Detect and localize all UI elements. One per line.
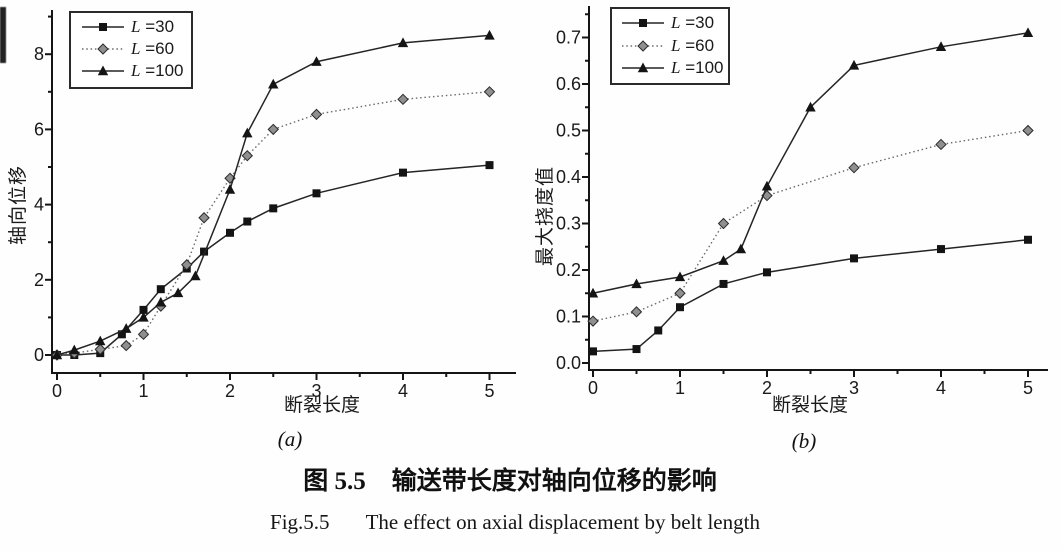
- svg-text:2: 2: [762, 378, 772, 398]
- svg-text:4: 4: [936, 378, 946, 398]
- svg-text:3: 3: [849, 378, 859, 398]
- svg-text:0.2: 0.2: [556, 260, 581, 280]
- chart-a-ylabel: 轴向位移: [7, 165, 29, 245]
- svg-text:0.6: 0.6: [556, 74, 581, 94]
- chart-a: 0 2 4 6 8 0 1 2 3 4 5 断裂长度 轴向位移 L =30 L =60 L =100: [7, 10, 516, 416]
- svg-text:4: 4: [398, 381, 408, 401]
- scan-artifact-mark: [0, 7, 6, 63]
- svg-text:0.3: 0.3: [556, 214, 581, 234]
- svg-text:4: 4: [34, 195, 44, 215]
- chart-a-legend-label-2: L =100: [130, 61, 183, 80]
- svg-text:0: 0: [34, 345, 44, 365]
- subfigure-label-b: (b): [791, 429, 817, 453]
- figure-title-en: The effect on axial displacement by belt…: [365, 510, 760, 534]
- chart-b-ylabel: 最大挠度值: [534, 166, 556, 266]
- chart-a-tick-labels: 0 2 4 6 8 0 1 2 3 4 5: [34, 44, 495, 401]
- figure-title-zh: 输送带长度对轴向位移的影响: [391, 468, 717, 495]
- chart-b-series-l30: [589, 235, 1032, 356]
- chart-b-legend-label-1: L =60: [670, 36, 714, 55]
- svg-text:2: 2: [34, 270, 44, 290]
- chart-b-legend: L =30 L =60 L =100: [610, 7, 730, 85]
- chart-b-legend-entry-2: L =100: [622, 58, 723, 77]
- svg-text:5: 5: [484, 381, 494, 401]
- svg-text:0.4: 0.4: [556, 167, 581, 187]
- chart-b-series-l100: [587, 27, 1034, 298]
- svg-text:2: 2: [225, 381, 235, 401]
- svg-text:3: 3: [311, 381, 321, 401]
- chart-b-legend-label-2: L =100: [670, 58, 723, 77]
- chart-a-legend-entry-1: L =60: [82, 39, 174, 58]
- chart-a-legend-entry-2: L =100: [82, 61, 183, 80]
- svg-text:0.0: 0.0: [556, 353, 581, 373]
- chart-b-legend-entry-1: L =60: [622, 36, 714, 55]
- svg-text:0: 0: [52, 381, 62, 401]
- chart-a-series-l100: [51, 29, 495, 360]
- chart-a-legend-label-0: L =30: [130, 17, 174, 36]
- svg-text:0.1: 0.1: [556, 307, 581, 327]
- chart-a-legend-entry-0: L =30: [82, 17, 174, 36]
- chart-b-axes: [582, 6, 1048, 377]
- figure-caption-zh: 图 5.5 输送带长度对轴向位移的影响: [0, 461, 1020, 497]
- svg-text:0.5: 0.5: [556, 121, 581, 141]
- chart-b-xlabel: 断裂长度: [772, 394, 848, 416]
- svg-text:0.7: 0.7: [556, 28, 581, 48]
- chart-a-xlabel: 断裂长度: [284, 394, 360, 416]
- chart-b-legend-label-0: L =30: [670, 13, 714, 32]
- svg-text:5: 5: [1023, 378, 1033, 398]
- svg-text:1: 1: [675, 378, 685, 398]
- chart-a-legend-label-1: L =60: [130, 39, 174, 58]
- chart-a-series-l30: [53, 161, 494, 359]
- chart-b-series-l60: [587, 124, 1034, 327]
- subfigure-label-a: (a): [277, 427, 303, 451]
- chart-a-series-l60: [51, 86, 496, 361]
- svg-text:8: 8: [34, 44, 44, 64]
- chart-b-legend-entry-0: L =30: [622, 13, 714, 32]
- chart-b-tick-labels: 0.0 0.1 0.2 0.3 0.4 0.5 0.6 0.7 0 1 2 3 4 5: [556, 28, 1033, 399]
- svg-text:0: 0: [588, 378, 598, 398]
- figure-number-zh: 图 5.5: [303, 468, 366, 495]
- chart-a-axes: [45, 10, 516, 380]
- figure-caption-en: Fig.5.5 The effect on axial displacement …: [0, 510, 1030, 535]
- chart-b: 0.0 0.1 0.2 0.3 0.4 0.5 0.6 0.7 0 1 2 3 4 5 断裂长度 最大挠度值 L…: [534, 6, 1048, 416]
- svg-text:6: 6: [34, 119, 44, 139]
- figure-number-en: Fig.5.5: [270, 510, 330, 534]
- chart-a-legend: L =30 L =60 L =100: [69, 11, 193, 89]
- svg-text:1: 1: [138, 381, 148, 401]
